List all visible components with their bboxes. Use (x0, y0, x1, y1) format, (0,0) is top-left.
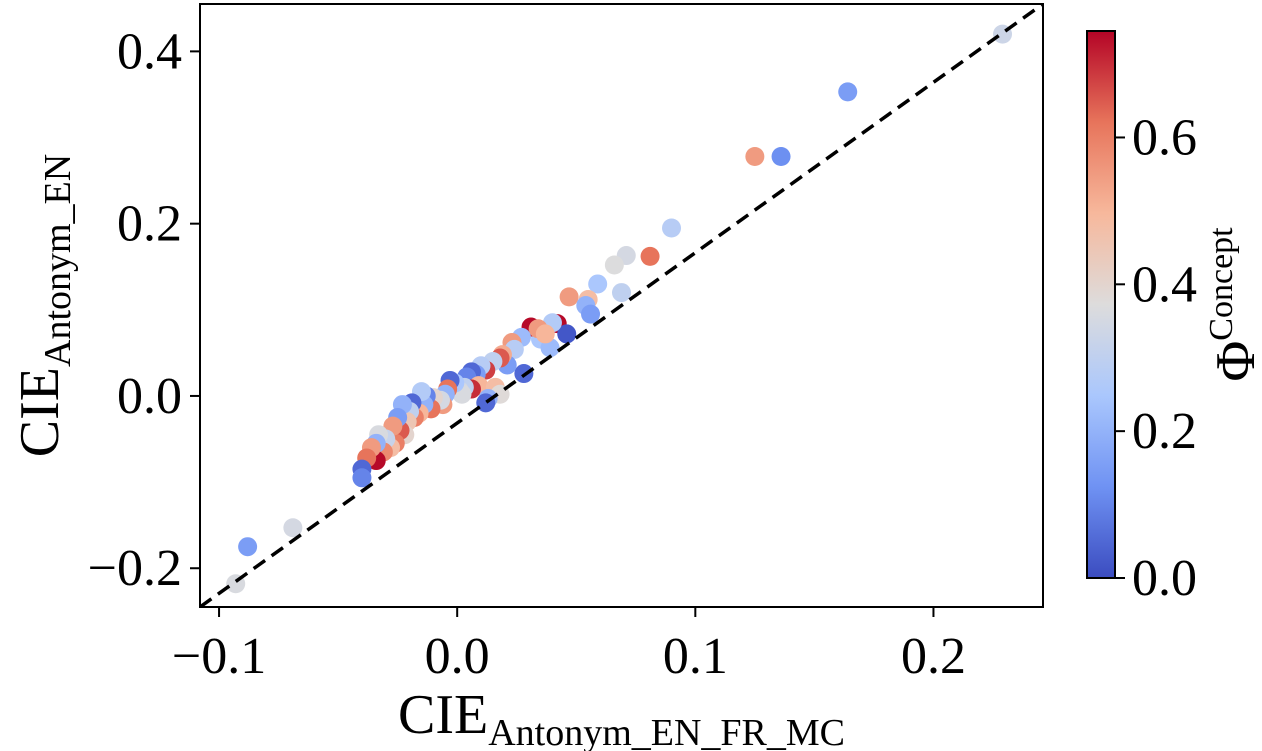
colorbar-tick-label: 0.0 (1132, 550, 1197, 607)
colorbar-tick-label: 0.6 (1132, 109, 1197, 166)
x-axis-ticks: −0.1 0.0 0.1 0.2 (172, 607, 966, 685)
colorbar-tick-label: 0.4 (1132, 256, 1197, 313)
y-tick-label: −0.2 (88, 540, 182, 597)
y-axis-ticks: −0.2 0.0 0.2 0.4 (88, 23, 200, 597)
x-tick-label: 0.0 (425, 628, 490, 685)
scatter-point (588, 274, 608, 294)
scatter-point (535, 324, 555, 344)
plot-area-frame (199, 3, 1044, 608)
y-tick-label: 0.2 (117, 196, 182, 253)
scatter-point (352, 468, 372, 488)
y-axis-label: CIEAntonym_EN (9, 154, 79, 457)
scatter-point (238, 537, 258, 557)
scatter-point (838, 82, 858, 102)
colorbar-label-sup: Concept (1203, 227, 1240, 341)
y-axis-label-main: CIE (9, 367, 71, 457)
scatter-point (745, 146, 765, 166)
x-axis-label: CIEAntonym_EN_FR_MC (398, 684, 845, 751)
scatter-point (771, 146, 791, 166)
scatter-point (604, 255, 624, 275)
scatter-points (226, 24, 1013, 594)
y-tick-label: 0.4 (117, 23, 182, 80)
scatter-point (559, 287, 579, 307)
x-tick-label: −0.1 (172, 628, 266, 685)
colorbar (1086, 30, 1116, 579)
reference-diagonal-line (200, 4, 1043, 607)
scatter-point (662, 218, 682, 238)
x-tick-label: 0.1 (663, 628, 728, 685)
x-axis-label-main: CIE (398, 684, 488, 746)
scatter-point (640, 246, 660, 266)
colorbar-label-main: Φ (1205, 341, 1262, 382)
scatter-point (557, 324, 577, 344)
colorbar-ticks: 0.0 0.2 0.4 0.6 (1115, 109, 1197, 607)
x-axis-label-sub: Antonym_EN_FR_MC (488, 712, 845, 751)
x-tick-label: 0.2 (901, 628, 966, 685)
y-axis-label-sub: Antonym_EN (37, 154, 79, 367)
scatter-point (283, 518, 303, 538)
colorbar-tick-label: 0.2 (1132, 403, 1197, 460)
scatter-point (612, 283, 631, 303)
y-tick-label: 0.0 (117, 368, 182, 425)
colorbar-label: ΦConcept (1203, 227, 1262, 382)
scatter-point (581, 304, 601, 324)
